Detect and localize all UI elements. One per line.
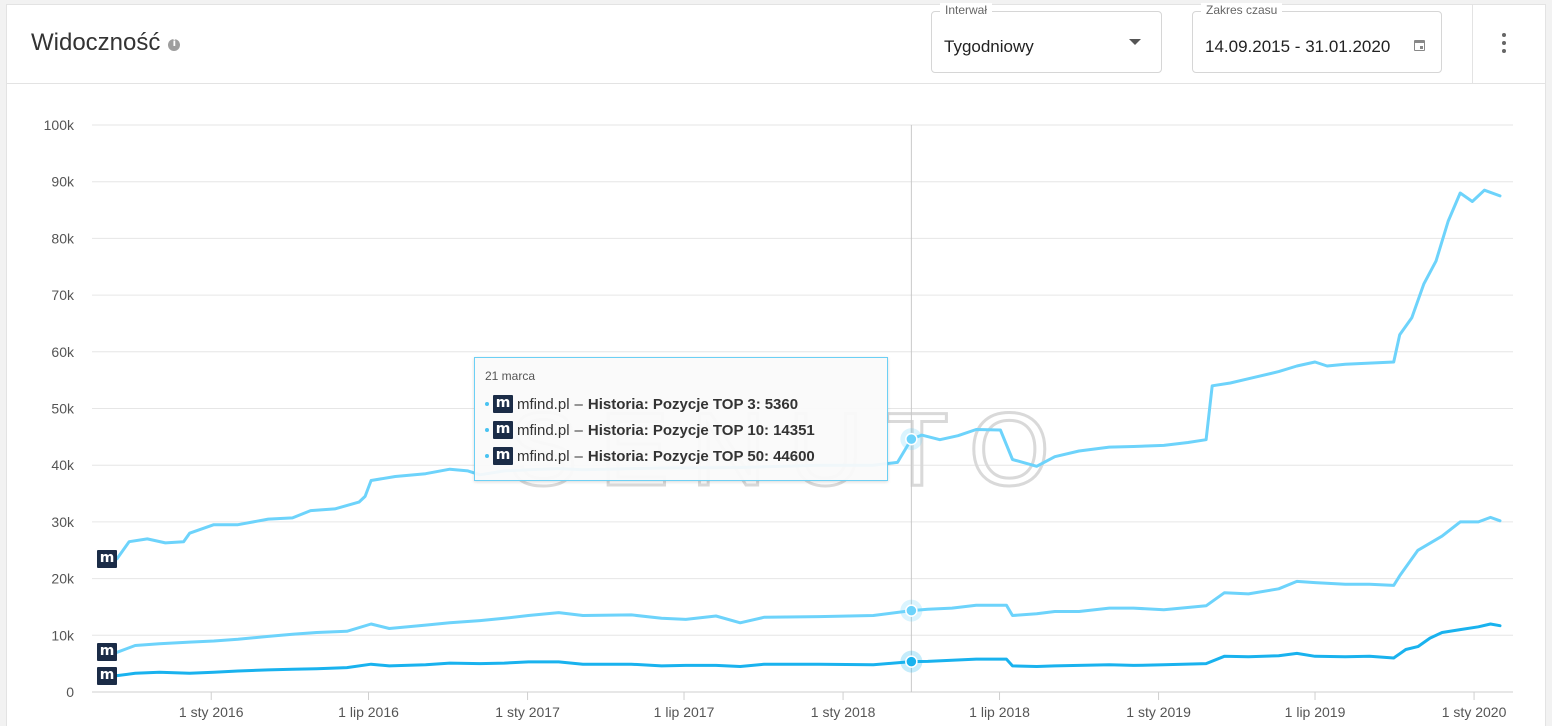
interval-label: Interwał [940, 3, 993, 17]
y-tick-label: 20k [51, 571, 75, 587]
y-tick-label: 0 [66, 684, 74, 700]
header-divider [1472, 5, 1473, 83]
y-tick-label: 30k [51, 514, 75, 530]
card-title-text: Widoczność [31, 29, 161, 56]
y-tick-label: 100k [44, 117, 75, 133]
highlight-point [905, 655, 918, 668]
tooltip-domain: mfind.pl [517, 395, 570, 413]
mfind-logo: m [493, 395, 513, 413]
x-tick-label: 1 sty 2019 [1126, 704, 1191, 720]
card-header: Widoczność Interwał Tygodniowy Zakres cz… [7, 3, 1545, 84]
series-top10-line [115, 515, 1502, 654]
series-start-logo: m [97, 666, 117, 685]
tooltip-value: 5360 [764, 395, 799, 413]
tooltip-separator: – [574, 447, 583, 465]
tooltip-value: 14351 [773, 421, 815, 439]
mfind-logo: m [493, 421, 513, 439]
y-tick-label: 10k [51, 627, 75, 643]
tooltip-row-top3: m mfind.pl – Historia: Pozycje TOP 3: 53… [485, 394, 798, 414]
tooltip-separator: – [574, 421, 583, 439]
series-dot [485, 428, 489, 432]
x-tick-label: 1 sty 2018 [811, 704, 876, 720]
tooltip-domain: mfind.pl [517, 447, 570, 465]
highlight-point [905, 432, 918, 446]
tooltip-series: Historia: Pozycje TOP 3: [587, 395, 761, 413]
more-vert-icon[interactable] [1502, 33, 1506, 55]
series-start-logo: m [97, 549, 117, 568]
highlight-point [905, 604, 918, 617]
y-tick-label: 70k [51, 287, 75, 303]
tooltip-domain: mfind.pl [517, 421, 570, 439]
chart-tooltip: 21 marca m mfind.pl – Historia: Pozycje … [474, 357, 888, 481]
tooltip-series: Historia: Pozycje TOP 50: [587, 447, 770, 465]
x-tick-label: 1 lip 2016 [338, 704, 399, 720]
tooltip-separator: – [574, 395, 583, 413]
y-tick-label: 60k [51, 344, 75, 360]
y-tick-label: 40k [51, 457, 75, 473]
series-dot [485, 402, 489, 406]
x-tick-label: 1 lip 2018 [969, 704, 1030, 720]
tooltip-value: 44600 [773, 447, 815, 465]
series-dot [485, 454, 489, 458]
interval-select[interactable]: Interwał Tygodniowy [931, 3, 1162, 73]
y-tick-label: 80k [51, 230, 75, 246]
series-top50-line [115, 188, 1502, 561]
interval-value: Tygodniowy [944, 37, 1034, 56]
info-icon[interactable] [168, 38, 181, 51]
x-tick-label: 1 lip 2017 [654, 704, 715, 720]
card-title: Widoczność [31, 29, 181, 57]
date-range-field[interactable]: Zakres czasu 14.09.2015 - 31.01.2020 [1192, 3, 1442, 73]
y-tick-label: 50k [51, 401, 75, 417]
tooltip-date: 21 marca [485, 369, 536, 383]
tooltip-row-top10: m mfind.pl – Historia: Pozycje TOP 10: 1… [485, 420, 815, 440]
series-top3-line [115, 622, 1502, 678]
x-tick-label: 1 sty 2020 [1442, 704, 1507, 720]
x-tick-label: 1 sty 2016 [179, 704, 244, 720]
date-range-value: 14.09.2015 - 31.01.2020 [1205, 37, 1391, 56]
series-start-logo: m [97, 643, 117, 662]
x-tick-label: 1 sty 2017 [495, 704, 560, 720]
chevron-down-icon [1129, 39, 1141, 45]
tooltip-series: Historia: Pozycje TOP 10: [587, 421, 770, 439]
calendar-icon[interactable] [1414, 40, 1425, 51]
date-range-label: Zakres czasu [1201, 3, 1283, 17]
tooltip-row-top50: m mfind.pl – Historia: Pozycje TOP 50: 4… [485, 446, 815, 466]
mfind-logo: m [493, 447, 513, 465]
x-tick-label: 1 lip 2019 [1285, 704, 1346, 720]
y-tick-label: 90k [51, 174, 75, 190]
